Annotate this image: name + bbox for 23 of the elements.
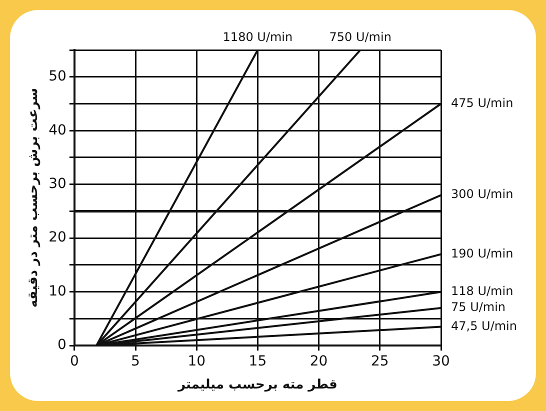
y-axis-title: سرعت برش برحسب متر در دقیقه bbox=[26, 88, 42, 308]
x-tick-label: 25 bbox=[370, 354, 389, 370]
x-axis-title: قطر مته برحسب میلیمتر bbox=[176, 378, 338, 393]
y-tick-label: 50 bbox=[48, 68, 66, 85]
y-tick-label: 10 bbox=[48, 283, 66, 300]
y-tick-label: 30 bbox=[48, 176, 66, 192]
series-label: 300 U/min bbox=[451, 187, 514, 202]
y-tick-label: 0 bbox=[57, 337, 66, 354]
y-tick-label: 40 bbox=[48, 122, 66, 138]
x-tick-label: 10 bbox=[188, 354, 206, 370]
series-label: 475 U/min bbox=[451, 96, 514, 110]
x-tick-label: 5 bbox=[131, 354, 140, 370]
series-label: 750 U/min bbox=[329, 30, 392, 44]
series-label: 118 U/min bbox=[451, 284, 514, 298]
x-tick-label: 15 bbox=[248, 354, 267, 370]
series-label: 75 U/min bbox=[451, 300, 506, 314]
series-label: 190 U/min bbox=[451, 246, 514, 260]
series-label: 47,5 U/min bbox=[451, 318, 517, 333]
y-tick-label: 20 bbox=[48, 230, 66, 246]
x-tick-label: 30 bbox=[432, 354, 450, 370]
x-tick-label: 0 bbox=[70, 354, 79, 370]
series-label: 1180 U/min bbox=[222, 30, 293, 44]
x-tick-label: 20 bbox=[310, 354, 328, 370]
